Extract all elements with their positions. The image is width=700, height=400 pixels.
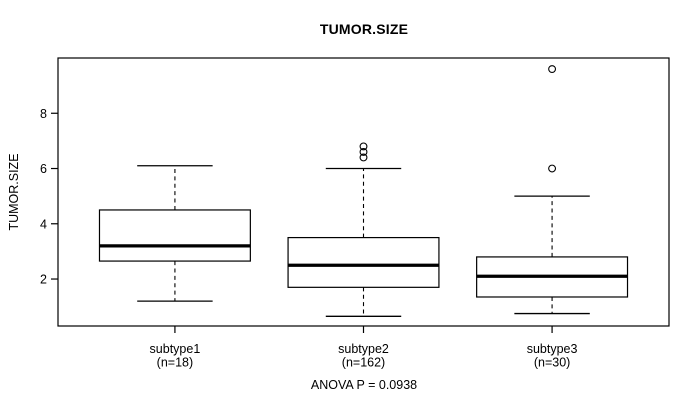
y-tick-label-4: 4 [40, 217, 47, 231]
y-tick-label-2: 2 [40, 273, 47, 287]
outlier-subtype2-0 [359, 142, 368, 151]
chart-title: TUMOR.SIZE [319, 21, 409, 37]
x-tick-sublabel-subtype1: (n=18) [157, 356, 193, 370]
y-tick-label-8: 8 [40, 107, 47, 121]
outlier-subtype3-0 [548, 65, 557, 74]
outlier-subtype2-2 [359, 153, 368, 162]
x-tick-label-subtype2: subtype2 [338, 342, 389, 356]
anova-p-text: ANOVA P = 0.0938 [310, 378, 418, 392]
box-subtype1 [98, 209, 251, 262]
outlier-subtype3-1 [548, 164, 557, 173]
x-tick-sublabel-subtype3: (n=30) [534, 356, 570, 370]
x-tick-label-subtype1: subtype1 [150, 342, 201, 356]
box-subtype2 [287, 236, 440, 288]
outlier-subtype2-1 [359, 147, 368, 156]
x-tick-label-subtype3: subtype3 [527, 342, 578, 356]
x-tick-sublabel-subtype2: (n=162) [342, 356, 385, 370]
y-tick-label-6: 6 [40, 162, 47, 176]
